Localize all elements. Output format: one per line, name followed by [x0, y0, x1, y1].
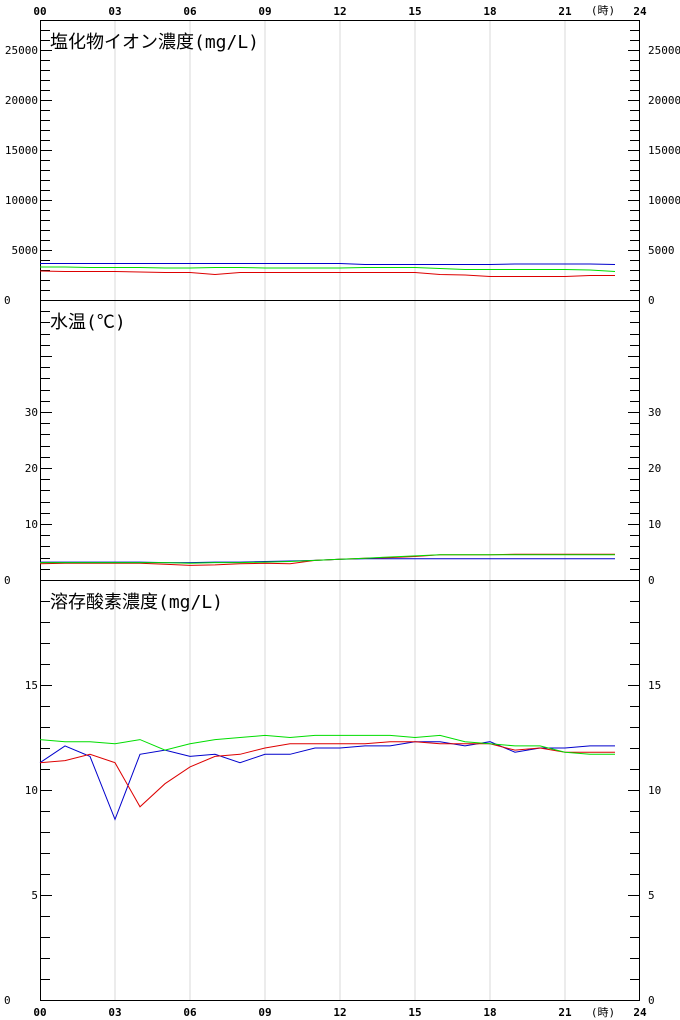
series-line-2 — [40, 266, 616, 272]
x-tick-label-top: 21 — [558, 5, 572, 18]
y-tick-label-right: 10000 — [648, 194, 680, 207]
y-tick-label-left: 10 — [25, 784, 38, 797]
x-tick-label-bottom: 21 — [558, 1006, 572, 1019]
y-tick-label-right: 10 — [648, 784, 661, 797]
x-tick-label-bottom: 12 — [333, 1006, 346, 1019]
y-tick-label-left: 0 — [4, 994, 11, 1007]
y-tick-label-left: 15 — [25, 679, 38, 692]
y-tick-label-right: 0 — [648, 574, 655, 587]
y-tick-label-right: 10 — [648, 518, 661, 531]
y-tick-label-right: 15 — [648, 679, 661, 692]
x-tick-label-bottom: 03 — [108, 1006, 121, 1019]
y-tick-label-right: 5000 — [648, 244, 675, 257]
x-tick-label-bottom: 09 — [258, 1006, 271, 1019]
series-line-1 — [40, 558, 615, 564]
x-tick-label-bottom: 06 — [183, 1006, 197, 1019]
x-tick-label-top: 18 — [483, 5, 496, 18]
y-tick-label-left: 5000 — [12, 244, 39, 257]
y-tick-label-right: 5 — [648, 889, 655, 902]
y-tick-label-left: 10 — [25, 518, 38, 531]
y-tick-label-left: 0 — [4, 574, 11, 587]
y-tick-label-right: 25000 — [648, 44, 680, 57]
series-line-3 — [39, 270, 615, 277]
y-tick-label-right: 15000 — [648, 144, 680, 157]
x-unit-label-top: (時) — [591, 4, 615, 17]
x-tick-label-top: 12 — [333, 5, 346, 18]
y-tick-label-right: 20000 — [648, 94, 680, 107]
y-tick-label-right: 20 — [648, 462, 661, 475]
x-tick-label-bottom: 00 — [33, 1006, 46, 1019]
x-tick-label-top: 06 — [183, 5, 197, 18]
x-tick-label-bottom: 18 — [483, 1006, 496, 1019]
x-tick-label-bottom: 15 — [408, 1006, 421, 1019]
y-tick-label-left: 25000 — [5, 44, 38, 57]
x-tick-label-top: 09 — [258, 5, 271, 18]
series-line-1 — [40, 263, 616, 265]
series-line-3 — [40, 554, 615, 564]
x-tick-label-top: 15 — [408, 5, 421, 18]
x-tick-label-top: 24 — [633, 5, 647, 18]
x-tick-label-top: 00 — [33, 5, 46, 18]
y-tick-label-left: 20000 — [5, 94, 38, 107]
panel-title: 塩化物イオン濃度(mg/L) — [50, 32, 259, 53]
panel-title: 水温(℃) — [50, 312, 126, 333]
series-line-1 — [39, 741, 615, 821]
x-unit-label-bottom: (時) — [591, 1006, 615, 1019]
y-tick-label-left: 10000 — [5, 194, 38, 207]
series-line-2 — [39, 741, 615, 808]
y-tick-label-left: 30 — [25, 406, 38, 419]
y-tick-label-right: 0 — [648, 994, 655, 1007]
y-tick-label-right: 30 — [648, 406, 661, 419]
y-tick-label-right: 0 — [648, 294, 655, 307]
panel-title: 溶存酸素濃度(mg/L) — [50, 592, 223, 613]
y-tick-label-left: 20 — [25, 462, 38, 475]
y-tick-label-left: 15000 — [5, 144, 38, 157]
x-tick-label-top: 03 — [108, 5, 121, 18]
x-tick-label-bottom: 24 — [633, 1006, 647, 1019]
y-tick-label-left: 5 — [31, 889, 38, 902]
series-line-3 — [39, 734, 615, 755]
y-tick-label-left: 0 — [4, 294, 11, 307]
